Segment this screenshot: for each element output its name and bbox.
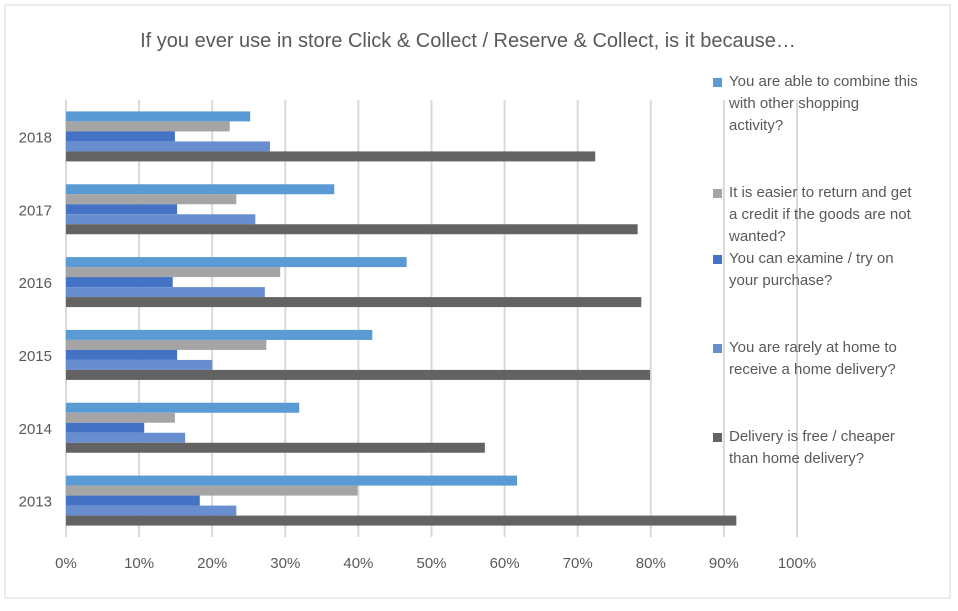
legend-label: with other shopping — [728, 95, 859, 112]
legend-label: You are able to combine this — [729, 73, 918, 90]
x-tick-label: 20% — [197, 555, 227, 572]
bar — [66, 204, 178, 215]
bar — [66, 402, 300, 413]
legend-label: activity? — [729, 117, 783, 134]
bar — [66, 267, 281, 278]
x-tick-label: 100% — [778, 555, 816, 572]
bar — [66, 214, 256, 225]
bar — [66, 257, 407, 268]
x-tick-label: 90% — [709, 555, 739, 572]
legend-marker — [713, 189, 722, 198]
legend-label: a credit if the goods are not — [729, 206, 912, 223]
legend-marker — [713, 433, 722, 442]
legend-marker — [713, 78, 722, 87]
legend-label: You are rarely at home to — [729, 339, 897, 356]
bar — [66, 141, 270, 152]
bar — [66, 131, 175, 142]
x-tick-label: 70% — [563, 555, 593, 572]
bar — [66, 277, 173, 288]
y-tick-label: 2013 — [19, 494, 52, 511]
y-tick-label: 2017 — [19, 202, 52, 219]
bar — [66, 432, 186, 443]
bar — [66, 412, 175, 423]
bar — [66, 297, 642, 308]
bar — [66, 475, 518, 486]
y-tick-label: 2016 — [19, 275, 52, 292]
bar — [66, 151, 596, 162]
bar — [66, 515, 737, 526]
bar — [66, 349, 178, 360]
bar — [66, 121, 230, 132]
y-tick-label: 2014 — [19, 421, 52, 438]
legend-label: your purchase? — [729, 272, 832, 289]
legend-label: wanted? — [728, 228, 786, 245]
bar — [66, 224, 638, 235]
x-tick-label: 30% — [270, 555, 300, 572]
bar — [66, 485, 358, 496]
legend-label: It is easier to return and get — [729, 184, 912, 201]
bar — [66, 495, 200, 506]
bar — [66, 359, 213, 370]
bar — [66, 369, 651, 380]
x-tick-label: 80% — [636, 555, 666, 572]
bar — [66, 111, 251, 122]
bar — [66, 184, 335, 195]
legend-marker — [713, 255, 722, 264]
legend-label: You can examine / try on — [729, 250, 894, 267]
bar — [66, 505, 237, 516]
x-tick-label: 50% — [416, 555, 446, 572]
legend-label: than home delivery? — [729, 450, 864, 467]
x-tick-label: 0% — [55, 555, 77, 572]
x-tick-label: 60% — [490, 555, 520, 572]
bar — [66, 442, 485, 453]
chart-title: If you ever use in store Click & Collect… — [140, 30, 796, 52]
bar — [66, 287, 265, 298]
bar — [66, 194, 237, 205]
legend-label: Delivery is free / cheaper — [729, 428, 895, 445]
bar — [66, 422, 145, 433]
x-tick-label: 10% — [124, 555, 154, 572]
legend-label: receive a home delivery? — [729, 361, 896, 378]
legend-marker — [713, 344, 722, 353]
y-tick-label: 2018 — [19, 129, 52, 146]
bar — [66, 329, 373, 340]
x-tick-label: 40% — [343, 555, 373, 572]
y-tick-label: 2015 — [19, 348, 52, 365]
bar — [66, 339, 267, 350]
